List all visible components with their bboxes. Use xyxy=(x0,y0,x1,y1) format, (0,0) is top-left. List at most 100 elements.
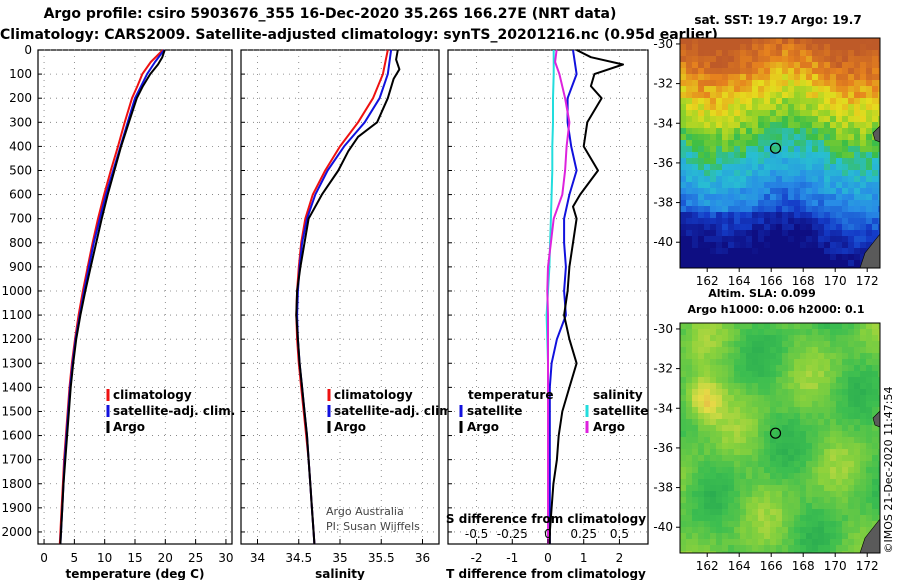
map-cell xyxy=(704,407,710,413)
map-cell xyxy=(878,377,880,383)
map-cell xyxy=(698,164,704,170)
map-cell xyxy=(680,503,686,509)
map-cell xyxy=(728,419,734,425)
map-cell xyxy=(740,248,746,254)
map-cell xyxy=(740,176,746,182)
map-cell xyxy=(842,134,848,140)
map-cell xyxy=(734,266,740,268)
map-cell xyxy=(752,539,758,545)
map-cell xyxy=(872,455,878,461)
map-cell xyxy=(818,224,824,230)
map-cell xyxy=(854,461,860,467)
map-cell xyxy=(776,86,782,92)
map-cell xyxy=(854,527,860,533)
map-cell xyxy=(686,395,692,401)
map-cell xyxy=(806,413,812,419)
map-cell xyxy=(710,407,716,413)
map-x-tick-label-164: 164 xyxy=(728,274,751,288)
map-cell xyxy=(842,503,848,509)
map-cell xyxy=(782,383,788,389)
map-cell xyxy=(788,224,794,230)
map-cell xyxy=(836,455,842,461)
map-cell xyxy=(818,182,824,188)
map-cell xyxy=(722,92,728,98)
map-cell xyxy=(866,395,872,401)
map-cell xyxy=(782,347,788,353)
map-cell xyxy=(848,473,854,479)
map-cell xyxy=(734,407,740,413)
map-cell xyxy=(782,44,788,50)
map-cell xyxy=(722,44,728,50)
legend-label-t-satellite: satellite xyxy=(467,404,522,418)
map-cell xyxy=(794,212,800,218)
series-line-temperature-argo xyxy=(548,49,624,544)
map-cell xyxy=(794,491,800,497)
map-cell xyxy=(794,236,800,242)
map-cell xyxy=(716,188,722,194)
map-cell xyxy=(866,377,872,383)
map-cell xyxy=(812,467,818,473)
map-cell xyxy=(716,206,722,212)
map-cell xyxy=(806,248,812,254)
map-cell xyxy=(794,365,800,371)
sst-map: sat. SST: 19.7 Argo: 19.7 162 164 166 168 17… xyxy=(653,13,881,288)
map-cell xyxy=(716,116,722,122)
map-cell xyxy=(692,50,698,56)
map-cell xyxy=(824,242,830,248)
map-cell xyxy=(830,194,836,200)
map-cell xyxy=(824,323,830,329)
map-cell xyxy=(710,473,716,479)
map-cell xyxy=(818,419,824,425)
map-cell xyxy=(758,389,764,395)
map-cell xyxy=(878,329,880,335)
map-cell xyxy=(842,515,848,521)
map-cell xyxy=(860,44,866,50)
map-cell xyxy=(722,122,728,128)
map-cell xyxy=(830,389,836,395)
map-cell xyxy=(770,521,776,527)
map-cell xyxy=(860,443,866,449)
map-cell xyxy=(722,389,728,395)
map-cell xyxy=(860,449,866,455)
map-cell xyxy=(854,50,860,56)
map-cell xyxy=(800,158,806,164)
map-cell xyxy=(770,545,776,551)
map-cell xyxy=(764,527,770,533)
map-cell xyxy=(830,413,836,419)
map-cell xyxy=(758,224,764,230)
map-cell xyxy=(800,359,806,365)
map-cell xyxy=(686,497,692,503)
map-cell xyxy=(812,170,818,176)
map-cell xyxy=(860,491,866,497)
map-cell xyxy=(710,389,716,395)
map-cell xyxy=(734,194,740,200)
map-cell xyxy=(854,383,860,389)
map-cell xyxy=(728,146,734,152)
map-cell xyxy=(800,68,806,74)
map-cell xyxy=(758,140,764,146)
map-cell xyxy=(770,353,776,359)
map-cell xyxy=(842,254,848,260)
map-cell xyxy=(878,152,880,158)
map-cell xyxy=(842,485,848,491)
map-cell xyxy=(824,443,830,449)
map-cell xyxy=(722,359,728,365)
map-cell xyxy=(836,80,842,86)
map-cell xyxy=(782,134,788,140)
map-cell xyxy=(818,266,824,268)
map-cell xyxy=(710,242,716,248)
map-cell xyxy=(812,74,818,80)
depth-label-1100: 1100 xyxy=(1,308,32,322)
map-cell xyxy=(746,503,752,509)
map-cell xyxy=(848,158,854,164)
map-cell xyxy=(686,122,692,128)
map-cell xyxy=(854,443,860,449)
map-cell xyxy=(728,212,734,218)
map-cell xyxy=(806,359,812,365)
difference-x-ticks: -2 -1 0 1 2 xyxy=(471,539,623,565)
map-cell xyxy=(854,539,860,545)
map-cell xyxy=(758,50,764,56)
map-cell xyxy=(824,359,830,365)
map-cell xyxy=(704,347,710,353)
map-cell xyxy=(776,371,782,377)
